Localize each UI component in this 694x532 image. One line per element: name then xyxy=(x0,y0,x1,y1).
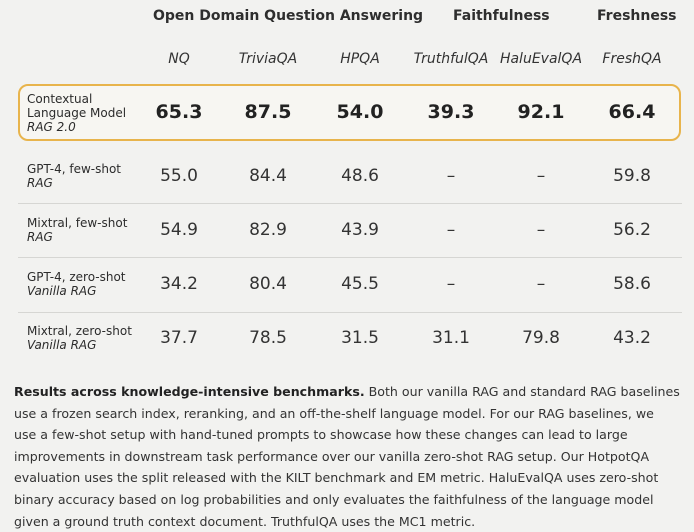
cell-hpqa: 48.6 xyxy=(341,166,379,186)
best-row-highlight xyxy=(18,84,681,141)
column-header-haluevalqa: HaluEvalQA xyxy=(499,51,583,67)
model-method: RAG xyxy=(27,176,53,190)
model-name: GPT-4, few-shot RAG xyxy=(27,162,121,190)
cell-nq: 65.3 xyxy=(155,101,203,123)
cell-freshqa: 56.2 xyxy=(613,220,651,240)
column-header-freshqa: FreshQA xyxy=(602,51,662,67)
cell-truthfulqa: 31.1 xyxy=(432,328,470,348)
group-header-open-domain-qa: Open Domain Question Answering xyxy=(153,8,424,24)
table-row: GPT-4, zero-shot Vanilla RAG 34.2 80.4 4… xyxy=(14,259,684,315)
table-caption: Results across knowledge-intensive bench… xyxy=(14,381,680,532)
column-header-triviaqa: TriviaQA xyxy=(238,51,298,67)
model-name-line: GPT-4, zero-shot xyxy=(27,270,126,284)
model-name: GPT-4, zero-shot Vanilla RAG xyxy=(27,270,126,298)
column-header-truthfulqa: TruthfulQA xyxy=(413,51,489,67)
row-divider xyxy=(18,203,682,204)
column-header-hpqa: HPQA xyxy=(340,51,380,67)
cell-nq: 37.7 xyxy=(160,328,198,348)
model-name-line-1: Contextual xyxy=(27,92,93,106)
model-method: Vanilla RAG xyxy=(27,284,97,298)
model-name: Mixtral, zero-shot Vanilla RAG xyxy=(27,324,132,352)
cell-truthfulqa: 39.3 xyxy=(427,101,475,123)
cell-freshqa: 59.8 xyxy=(613,166,651,186)
cell-truthfulqa: – xyxy=(446,166,456,186)
model-name-line-2: Language Model xyxy=(27,106,127,120)
group-header-freshness: Freshness xyxy=(597,8,677,24)
table-row: Contextual Language Model RAG 2.0 65.3 8… xyxy=(14,85,684,141)
cell-freshqa: 58.6 xyxy=(613,274,651,294)
cell-freshqa: 66.4 xyxy=(608,101,656,123)
model-name-line: Mixtral, zero-shot xyxy=(27,324,132,338)
group-header-faithfulness: Faithfulness xyxy=(453,8,550,24)
cell-truthfulqa: – xyxy=(446,274,456,294)
cell-haluevalqa: – xyxy=(536,220,546,240)
cell-hpqa: 54.0 xyxy=(336,101,384,123)
model-name: Mixtral, few-shot RAG xyxy=(27,216,127,244)
caption-title: Results across knowledge-intensive bench… xyxy=(14,384,365,399)
model-name: Contextual Language Model RAG 2.0 xyxy=(27,92,126,134)
cell-triviaqa: 84.4 xyxy=(249,166,287,186)
table-row: Mixtral, few-shot RAG 54.9 82.9 43.9 – –… xyxy=(14,205,684,261)
cell-hpqa: 43.9 xyxy=(341,220,379,240)
cell-freshqa: 43.2 xyxy=(613,328,651,348)
cell-nq: 54.9 xyxy=(160,220,198,240)
cell-haluevalqa: 92.1 xyxy=(517,101,565,123)
cell-triviaqa: 80.4 xyxy=(249,274,287,294)
cell-nq: 34.2 xyxy=(160,274,198,294)
table-row: Mixtral, zero-shot Vanilla RAG 37.7 78.5… xyxy=(14,313,684,369)
row-divider xyxy=(18,257,682,258)
model-name-line: GPT-4, few-shot xyxy=(27,162,122,176)
cell-nq: 55.0 xyxy=(160,166,198,186)
table-row: GPT-4, few-shot RAG 55.0 84.4 48.6 – – 5… xyxy=(14,151,684,207)
cell-haluevalqa: 79.8 xyxy=(522,328,560,348)
model-method: Vanilla RAG xyxy=(27,338,97,352)
cell-hpqa: 45.5 xyxy=(341,274,379,294)
cell-triviaqa: 78.5 xyxy=(249,328,287,348)
row-divider xyxy=(18,312,682,313)
model-method: RAG 2.0 xyxy=(27,120,76,134)
cell-hpqa: 31.5 xyxy=(341,328,379,348)
caption-body: Both our vanilla RAG and standard RAG ba… xyxy=(14,384,680,529)
cell-truthfulqa: – xyxy=(446,220,456,240)
model-method: RAG xyxy=(27,230,53,244)
cell-haluevalqa: – xyxy=(536,166,546,186)
cell-haluevalqa: – xyxy=(536,274,546,294)
cell-triviaqa: 82.9 xyxy=(249,220,287,240)
model-name-line: Mixtral, few-shot xyxy=(27,216,128,230)
cell-triviaqa: 87.5 xyxy=(244,101,292,123)
column-header-nq: NQ xyxy=(168,51,190,67)
